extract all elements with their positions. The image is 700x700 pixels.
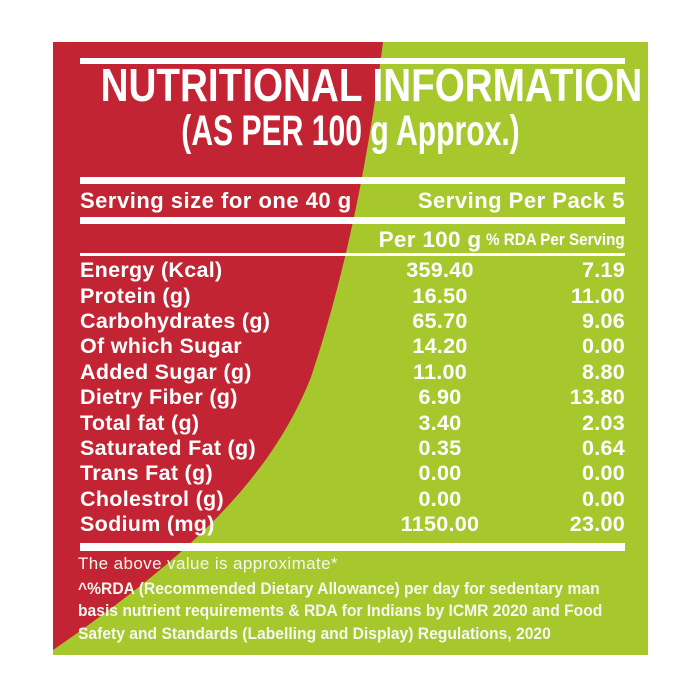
divider-top: [80, 58, 625, 64]
nutrient-row: Trans Fat (g) 0.00 0.00: [80, 461, 625, 486]
nutrient-row: Total fat (g) 3.40 2.03: [80, 410, 625, 435]
column-header-rda-per-serving: % RDA Per Serving: [486, 231, 625, 249]
nutrient-rda: 2.03: [581, 410, 625, 435]
nutrient-rda: 9.06: [581, 308, 625, 333]
nutrient-row: Protein (g) 16.50 11.00: [80, 283, 625, 308]
nutrient-row: Sodium (mg) 1150.00 23.00: [80, 512, 625, 537]
divider-under-column-headers: [80, 253, 625, 256]
nutrient-rda: 8.80: [581, 359, 625, 384]
background-split-graphic: [53, 42, 648, 655]
rda-footnote-line: ^%RDA (Recommended Dietary Allowance) pe…: [78, 578, 630, 600]
divider-under-serving: [80, 217, 625, 224]
nutrient-row: Added Sugar (g) 11.00 8.80: [80, 360, 625, 385]
nutrient-label: Of which Sugar: [80, 334, 242, 359]
nutrient-row: Cholestrol (g) 0.00 0.00: [80, 487, 625, 512]
nutrient-rda: 7.19: [581, 258, 625, 283]
serving-size-text: Serving size for one 40 g: [80, 188, 352, 213]
nutrient-label: Added Sugar (g): [80, 359, 252, 384]
label-title: NUTRITIONAL INFORMATION: [100, 59, 643, 111]
nutrient-label: Cholestrol (g): [80, 486, 224, 511]
rda-footnote-line-text: Safety and Standards (Labelling and Disp…: [78, 623, 551, 643]
nutrient-label: Energy (Kcal): [80, 258, 223, 283]
nutrient-rda: 23.00: [569, 512, 625, 537]
nutrient-label: Total fat (g): [80, 410, 200, 435]
serving-row: Serving size for one 40 g Serving Per Pa…: [80, 188, 625, 214]
nutrient-label: Carbohydrates (g): [80, 308, 271, 333]
nutrient-rda: 0.64: [581, 435, 625, 460]
nutrient-per100: 0.00: [418, 461, 462, 486]
nutrient-per100: 16.50: [412, 283, 468, 308]
label-panel: NUTRITIONAL INFORMATION (AS PER 100 g Ap…: [53, 42, 648, 655]
nutrient-rda: 0.00: [581, 334, 625, 359]
rda-footnote: ^%RDA (Recommended Dietary Allowance) pe…: [78, 578, 630, 645]
rda-footnote-line: basis nutrient requirements & RDA for In…: [78, 600, 630, 622]
nutrient-label: Dietry Fiber (g): [80, 385, 238, 410]
nutrient-per100: 3.40: [418, 410, 462, 435]
nutrient-per100: 6.90: [418, 385, 462, 410]
nutrient-row: Of which Sugar 14.20 0.00: [80, 334, 625, 359]
nutrient-row: Carbohydrates (g) 65.70 9.06: [80, 309, 625, 334]
divider-above-footer: [80, 543, 625, 551]
nutrient-label: Sodium (mg): [80, 512, 215, 537]
divider-under-title: [80, 177, 625, 184]
nutrient-row: Dietry Fiber (g) 6.90 13.80: [80, 385, 625, 410]
nutrient-rda: 13.80: [569, 385, 625, 410]
nutrient-row: Energy (Kcal) 359.40 7.19: [80, 258, 625, 283]
rda-footnote-line-text: basis nutrient requirements & RDA for In…: [78, 601, 603, 621]
serving-per-pack-text: Serving Per Pack 5: [417, 188, 625, 213]
nutrient-label: Trans Fat (g): [80, 461, 213, 486]
nutrient-per100: 11.00: [412, 359, 468, 384]
approximate-note: The above value is approximate*: [78, 554, 338, 573]
nutrient-per100: 0.00: [418, 486, 462, 511]
nutrient-label: Saturated Fat (g): [80, 435, 256, 460]
nutrient-per100: 14.20: [412, 334, 468, 359]
nutrient-per100: 0.35: [418, 435, 462, 460]
nutrient-per100: 65.70: [412, 308, 468, 333]
nutrient-rda: 0.00: [581, 461, 625, 486]
nutrient-row: Saturated Fat (g) 0.35 0.64: [80, 436, 625, 461]
nutrient-label: Protein (g): [80, 283, 191, 308]
label-subtitle: (AS PER 100 g Approx.): [181, 107, 520, 155]
nutrient-rda: 0.00: [581, 486, 625, 511]
nutrient-per100: 359.40: [406, 258, 474, 283]
column-header-per-100g: Per 100 g: [378, 227, 482, 252]
rda-footnote-line: Safety and Standards (Labelling and Disp…: [78, 623, 630, 645]
nutrient-rda: 11.00: [570, 283, 625, 308]
nutrient-per100: 1150.00: [400, 512, 480, 537]
nutrient-table: Energy (Kcal) 359.40 7.19 Protein (g) 16.50 1…: [80, 258, 625, 537]
rda-footnote-line-text: ^%RDA (Recommended Dietary Allowance) pe…: [78, 579, 600, 598]
column-header-row: Per 100 g % RDA Per Serving: [80, 227, 625, 254]
